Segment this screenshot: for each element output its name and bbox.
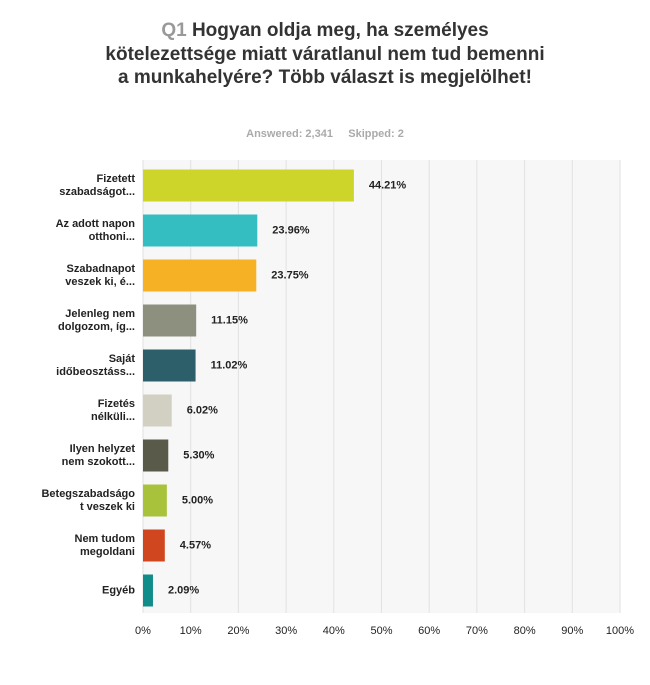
x-tick-label: 90% xyxy=(561,625,583,637)
value-label: 23.75% xyxy=(271,269,309,281)
y-tick-label-line: Fizetett xyxy=(97,173,136,185)
x-tick-label: 60% xyxy=(418,625,440,637)
x-tick-label: 100% xyxy=(606,625,634,637)
value-label: 11.02% xyxy=(211,359,248,371)
bar xyxy=(143,529,165,562)
y-tick-label-line: Saját xyxy=(109,353,136,365)
bar xyxy=(143,304,197,337)
value-label: 6.02% xyxy=(187,404,218,416)
y-tick-label: Betegszabadságo t veszek ki xyxy=(41,488,135,513)
value-label: 2.09% xyxy=(168,584,199,596)
y-tick-label: Saját időbeosztáss... xyxy=(56,353,135,378)
bar xyxy=(143,214,258,247)
bar xyxy=(143,349,196,382)
y-tick-label: Jelenleg nem dolgozom, íg... xyxy=(58,308,135,333)
y-tick-label-line: időbeosztáss... xyxy=(56,366,135,378)
y-tick-label-line: t veszek ki xyxy=(80,501,135,513)
y-tick-label-line: nélküli... xyxy=(91,411,135,423)
y-tick-label-line: Ilyen helyzet xyxy=(70,443,136,455)
y-tick-label: Egyéb xyxy=(102,584,135,596)
value-label: 5.00% xyxy=(182,494,213,506)
value-label: 4.57% xyxy=(180,539,211,551)
y-tick-label-line: Egyéb xyxy=(102,584,135,596)
y-tick-label-line: Szabadnapot xyxy=(67,263,136,275)
skipped: Skipped: 2 xyxy=(348,128,404,140)
value-label: 11.15% xyxy=(211,314,248,326)
chart-title: Hogyan oldja meg, ha személyes kötelezet… xyxy=(105,20,545,88)
x-tick-label: 50% xyxy=(370,625,392,637)
value-label: 5.30% xyxy=(183,449,214,461)
y-tick-label: Szabadnapot veszek ki, é... xyxy=(65,263,135,288)
y-tick-label-line: nem szokott... xyxy=(62,456,135,468)
question-number: Q1 xyxy=(161,20,187,41)
bar xyxy=(143,394,172,427)
x-tick-label: 80% xyxy=(514,625,536,637)
bar xyxy=(143,259,257,292)
y-tick-label-line: dolgozom, íg... xyxy=(58,321,135,333)
y-tick-label-line: megoldani xyxy=(80,546,135,558)
value-label: 44.21% xyxy=(369,179,407,191)
y-tick-label: Fizetett szabadságot... xyxy=(59,173,135,198)
value-label: 23.96% xyxy=(272,224,310,236)
y-tick-label-line: Nem tudom xyxy=(75,533,136,545)
y-tick-label-line: Jelenleg nem xyxy=(65,308,135,320)
y-tick-label-line: Fizetés xyxy=(98,398,135,410)
y-tick-label-line: Betegszabadságo xyxy=(41,488,135,500)
bar xyxy=(143,169,354,202)
y-tick-label: Az adott napon otthoni... xyxy=(56,218,136,243)
y-tick-label-line: veszek ki, é... xyxy=(65,276,135,288)
x-tick-label: 20% xyxy=(227,625,249,637)
y-tick-label-line: szabadságot... xyxy=(59,186,135,198)
x-tick-label: 0% xyxy=(135,625,151,637)
y-tick-label: Fizetés nélküli... xyxy=(91,398,135,423)
chart-title-block: Q1 Hogyan oldja meg, ha személyes kötele… xyxy=(105,19,545,90)
x-tick-label: 70% xyxy=(466,625,488,637)
y-tick-label: Ilyen helyzet nem szokott... xyxy=(62,443,136,468)
response-stats: Answered: 2,341 Skipped: 2 xyxy=(0,128,650,140)
y-tick-label-line: otthoni... xyxy=(89,231,135,243)
y-tick-label: Nem tudom megoldani xyxy=(75,533,136,558)
bar xyxy=(143,574,153,607)
x-tick-label: 30% xyxy=(275,625,297,637)
x-tick-label: 40% xyxy=(323,625,345,637)
answered: Answered: 2,341 xyxy=(246,128,333,140)
bar xyxy=(143,439,169,472)
x-tick-label: 10% xyxy=(180,625,202,637)
bar xyxy=(143,484,167,517)
y-tick-label-line: Az adott napon xyxy=(56,218,136,230)
